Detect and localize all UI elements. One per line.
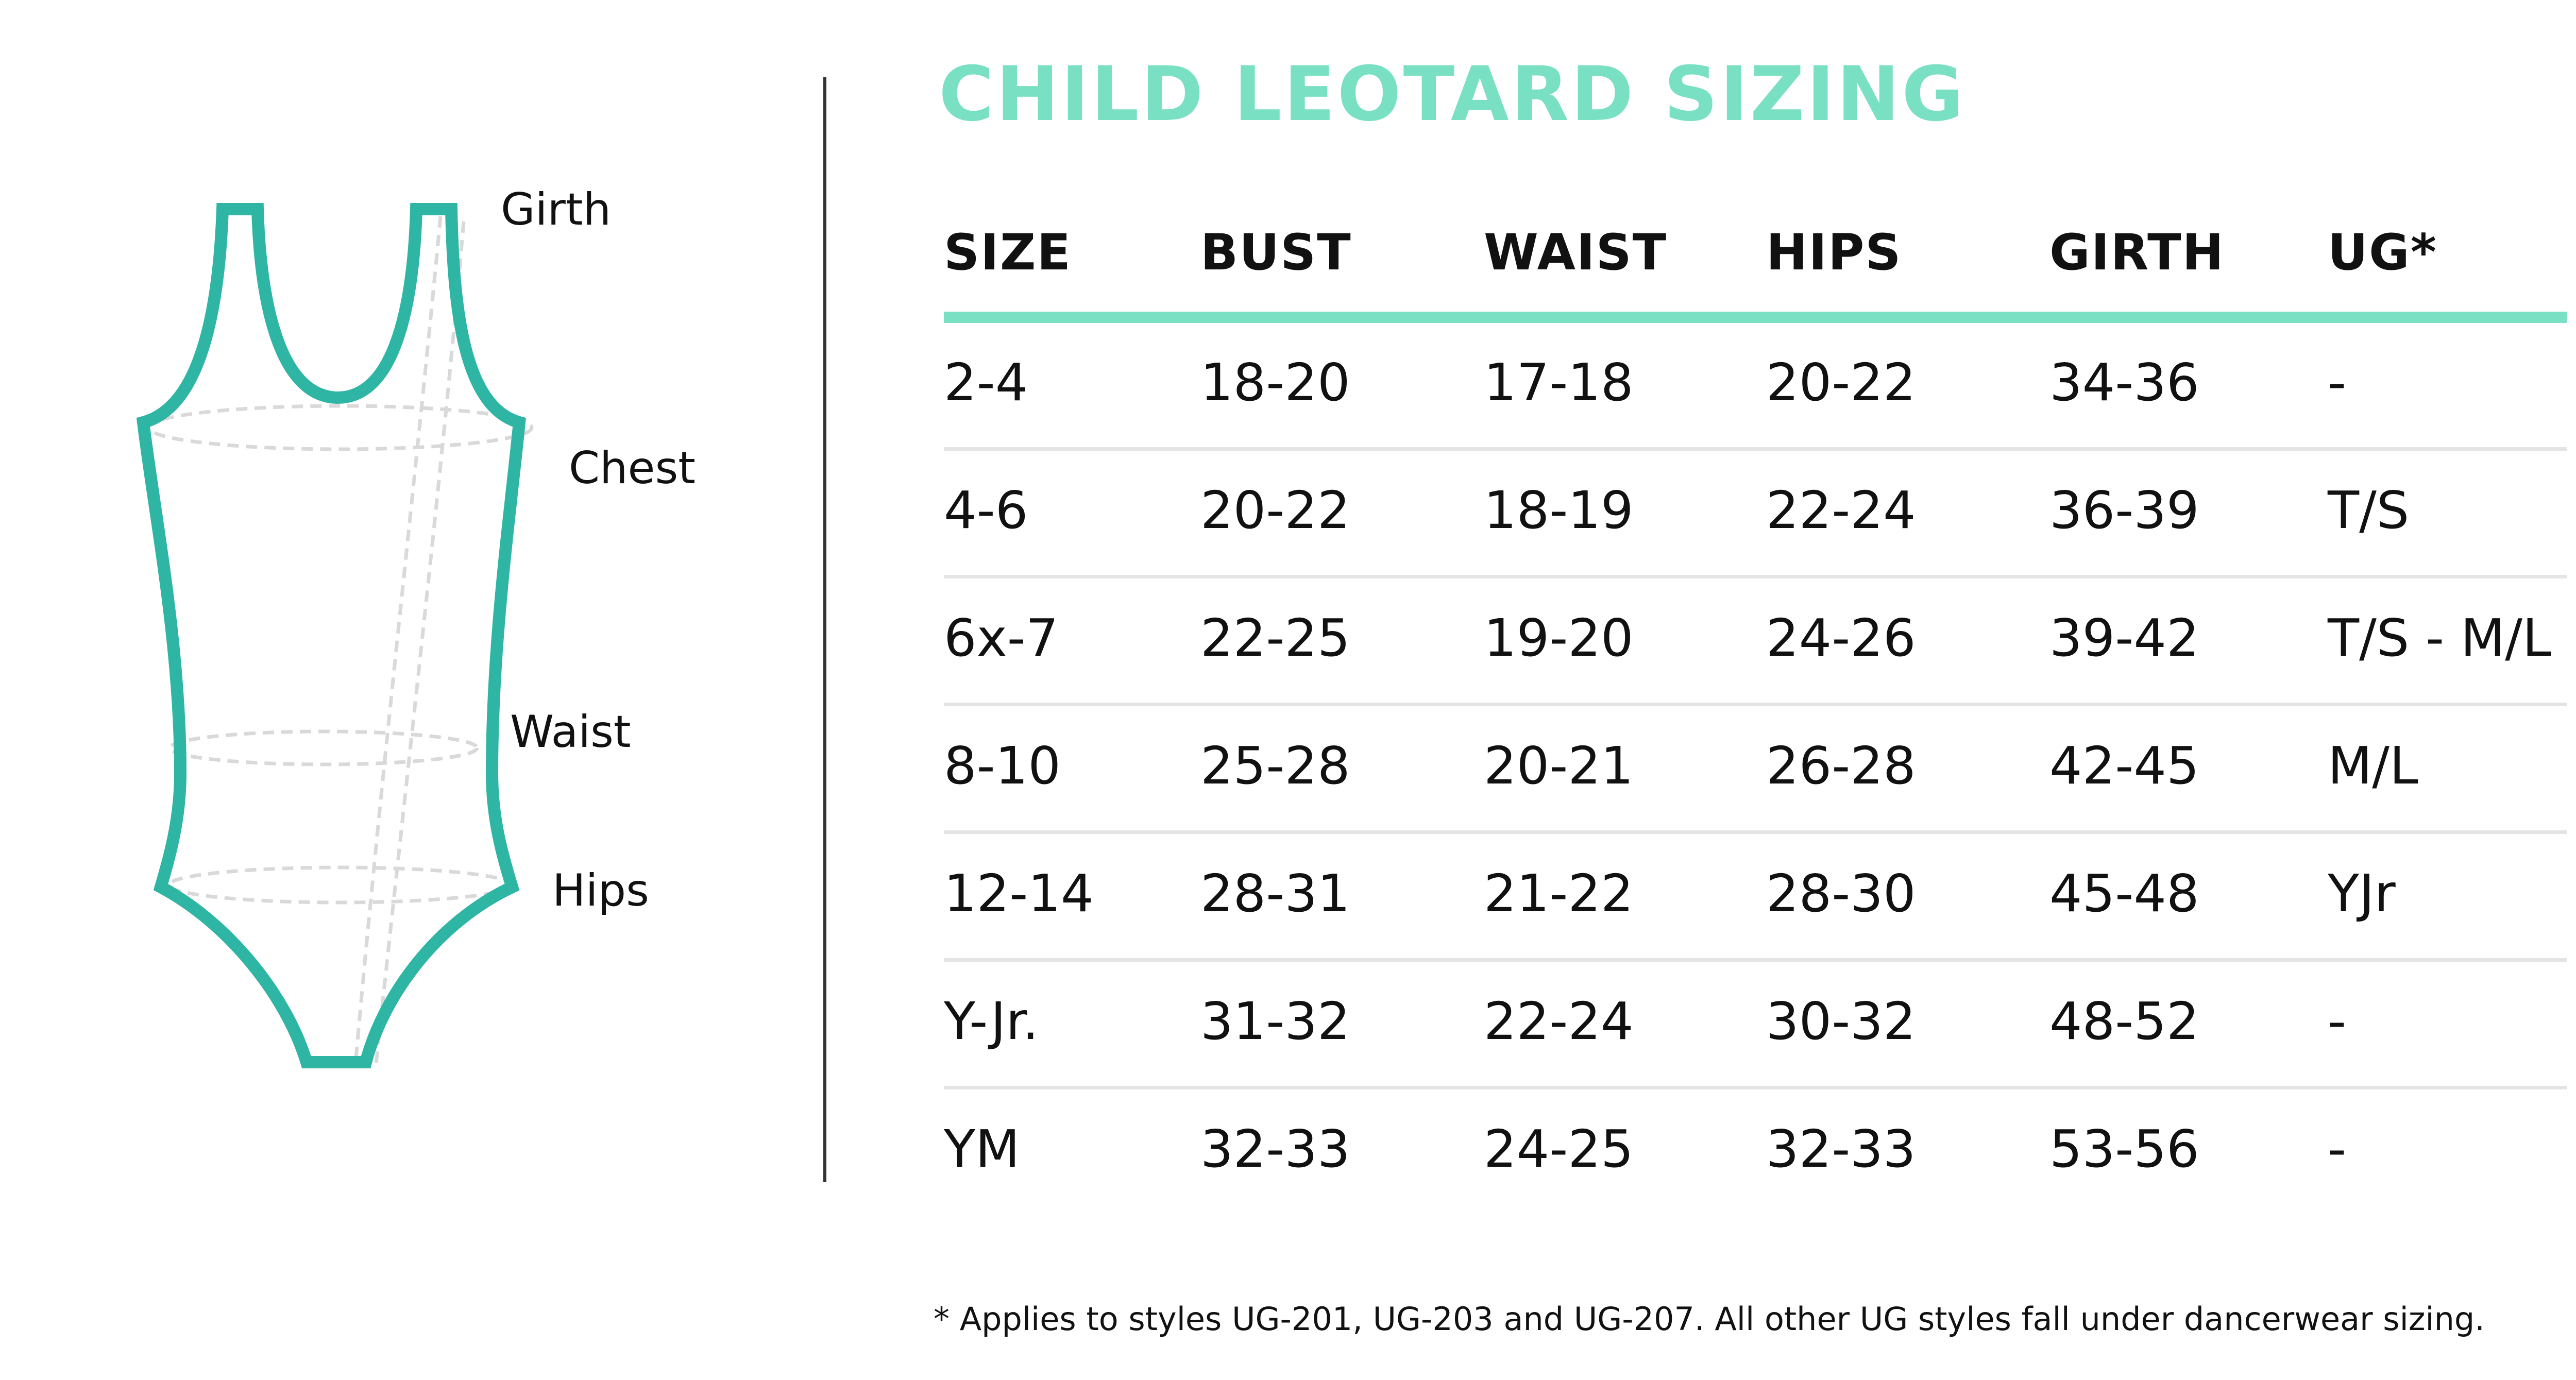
table-row: 12-14 28-31 21-22 28-30 45-48 YJr <box>944 834 2567 962</box>
cell-bust: 32-33 <box>1200 1119 1350 1179</box>
cell-ug: - <box>2328 991 2347 1051</box>
cell-hips: 26-28 <box>1766 736 1916 796</box>
cell-girth: 39-42 <box>2049 608 2199 668</box>
hips-guide-line <box>167 865 513 905</box>
header-hips: HIPS <box>1766 224 1902 281</box>
hips-label: Hips <box>552 865 649 916</box>
header-waist: WAIST <box>1484 224 1668 281</box>
cell-size: 6x-7 <box>944 608 1059 668</box>
header-bust: BUST <box>1200 224 1352 281</box>
girth-guide-line <box>353 216 443 1064</box>
cell-hips: 20-22 <box>1766 352 1916 413</box>
cell-hips: 28-30 <box>1766 863 1916 924</box>
cell-waist: 18-19 <box>1484 480 1634 540</box>
leotard-outline <box>136 203 526 1068</box>
table-header-row: SIZE BUST WAIST HIPS GIRTH UG* <box>944 222 2567 323</box>
cell-ug: - <box>2328 352 2347 413</box>
cell-ug: - <box>2328 1119 2347 1179</box>
cell-waist: 24-25 <box>1484 1119 1634 1179</box>
cell-bust: 18-20 <box>1200 352 1350 413</box>
table-row: 2-4 18-20 17-18 20-22 34-36 - <box>944 323 2567 451</box>
cell-size: 2-4 <box>944 352 1028 413</box>
leotard-measurement-figure: Girth Chest Waist Hips <box>0 0 824 1380</box>
cell-ug: T/S <box>2328 480 2410 540</box>
vertical-divider <box>823 77 826 1182</box>
cell-girth: 53-56 <box>2049 1119 2199 1179</box>
header-girth: GIRTH <box>2049 224 2225 281</box>
chest-guide-line <box>146 404 534 451</box>
page-title: CHILD LEOTARD SIZING <box>939 50 1965 138</box>
cell-girth: 42-45 <box>2049 736 2199 796</box>
cell-bust: 28-31 <box>1200 863 1350 924</box>
cell-size: YM <box>944 1119 1020 1179</box>
cell-size: Y-Jr. <box>944 991 1039 1051</box>
sizing-table: SIZE BUST WAIST HIPS GIRTH UG* 2-4 18-20… <box>944 222 2567 1214</box>
cell-hips: 32-33 <box>1766 1119 1916 1179</box>
waist-guide-line <box>168 729 479 766</box>
cell-bust: 20-22 <box>1200 480 1350 540</box>
cell-girth: 45-48 <box>2049 863 2199 924</box>
cell-hips: 24-26 <box>1766 608 1916 668</box>
cell-size: 4-6 <box>944 480 1028 540</box>
cell-waist: 19-20 <box>1484 608 1634 668</box>
table-row: YM 32-33 24-25 32-33 53-56 - <box>944 1089 2567 1214</box>
table-row: 8-10 25-28 20-21 26-28 42-45 M/L <box>944 706 2567 834</box>
cell-hips: 30-32 <box>1766 991 1916 1051</box>
chest-label: Chest <box>569 442 696 494</box>
table-row: Y-Jr. 31-32 22-24 30-32 48-52 - <box>944 962 2567 1089</box>
footnote: * Applies to styles UG-201, UG-203 and U… <box>934 1300 2485 1338</box>
cell-ug: M/L <box>2328 736 2418 796</box>
header-size: SIZE <box>944 224 1072 281</box>
cell-waist: 17-18 <box>1484 352 1634 413</box>
girth-label: Girth <box>501 184 612 235</box>
header-ug: UG* <box>2328 224 2437 281</box>
cell-bust: 22-25 <box>1200 608 1350 668</box>
cell-girth: 36-39 <box>2049 480 2199 540</box>
cell-ug: T/S - M/L <box>2328 608 2551 668</box>
cell-girth: 48-52 <box>2049 991 2199 1051</box>
cell-hips: 22-24 <box>1766 480 1916 540</box>
waist-label: Waist <box>510 706 631 758</box>
cell-size: 8-10 <box>944 736 1061 796</box>
cell-size: 12-14 <box>944 863 1094 924</box>
cell-bust: 25-28 <box>1200 736 1350 796</box>
table-row: 4-6 20-22 18-19 22-24 36-39 T/S <box>944 451 2567 578</box>
cell-waist: 21-22 <box>1484 863 1634 924</box>
cell-waist: 22-24 <box>1484 991 1634 1051</box>
table-row: 6x-7 22-25 19-20 24-26 39-42 T/S - M/L <box>944 578 2567 706</box>
cell-ug: YJr <box>2328 863 2396 924</box>
cell-bust: 31-32 <box>1200 991 1350 1051</box>
leotard-outline-illustration <box>136 203 534 1068</box>
cell-waist: 20-21 <box>1484 736 1634 796</box>
cell-girth: 34-36 <box>2049 352 2199 413</box>
